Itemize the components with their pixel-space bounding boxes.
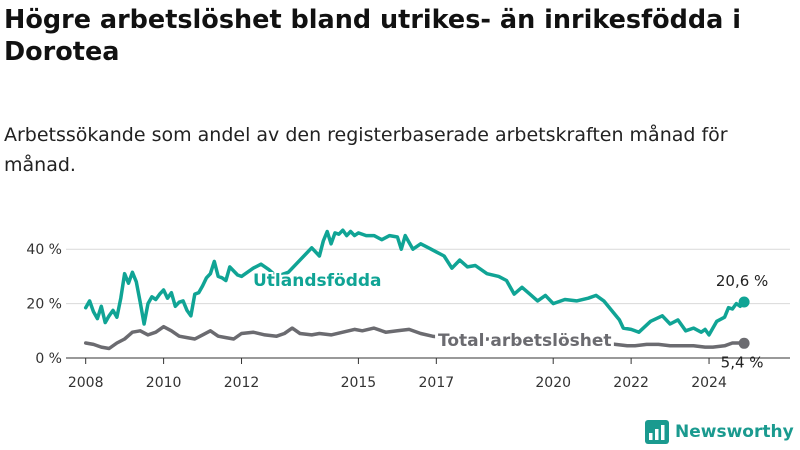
chart-title: Högre arbetslöshet bland utrikes- än inr… — [4, 5, 742, 67]
y-tick-label: 40 % — [26, 242, 62, 258]
series-line-utlandsfodda — [83, 228, 746, 337]
x-tick-label: 2022 — [613, 375, 649, 391]
series-line-total — [83, 324, 746, 351]
end-label-utlandsfodda: 20,6 % — [716, 272, 768, 290]
x-tick-label: 2015 — [341, 375, 377, 391]
x-tick-label: 2017 — [419, 375, 455, 391]
x-tick-label: 2008 — [68, 375, 104, 391]
x-tick-label: 2010 — [146, 375, 182, 391]
line-chart: 0 % 20 % 40 % 2008 2010 2012 2015 2017 2020 2022 2… — [26, 228, 790, 391]
y-tick-label: 0 % — [35, 351, 62, 367]
brand-name: Newsworthy — [675, 422, 794, 442]
x-tick-label: 2024 — [691, 375, 727, 391]
series-label-total: Total arbetslöshet — [438, 331, 612, 351]
series-label-utlandsfodda: Utlandsfödda — [253, 271, 382, 291]
x-tick-label: 2020 — [535, 375, 571, 391]
chart-subtitle: Arbetssökande som andel av den registerb… — [4, 124, 728, 176]
end-label-total: 5,4 % — [721, 353, 764, 371]
end-dot-utlandsfodda — [738, 296, 750, 308]
brand-logo: Newsworthy — [645, 420, 794, 444]
y-tick-label: 20 % — [26, 297, 62, 313]
series-labels: Utlandsfödda Total arbetslöshet 20,6 % 5,4 … — [251, 269, 768, 371]
end-dot-total — [738, 337, 750, 349]
axes: 0 % 20 % 40 % 2008 2010 2012 2015 2017 2020 2022 2… — [26, 242, 727, 391]
bar-chart-logo-icon — [645, 420, 669, 444]
series-lines — [83, 228, 750, 351]
x-tick-label: 2012 — [224, 375, 260, 391]
